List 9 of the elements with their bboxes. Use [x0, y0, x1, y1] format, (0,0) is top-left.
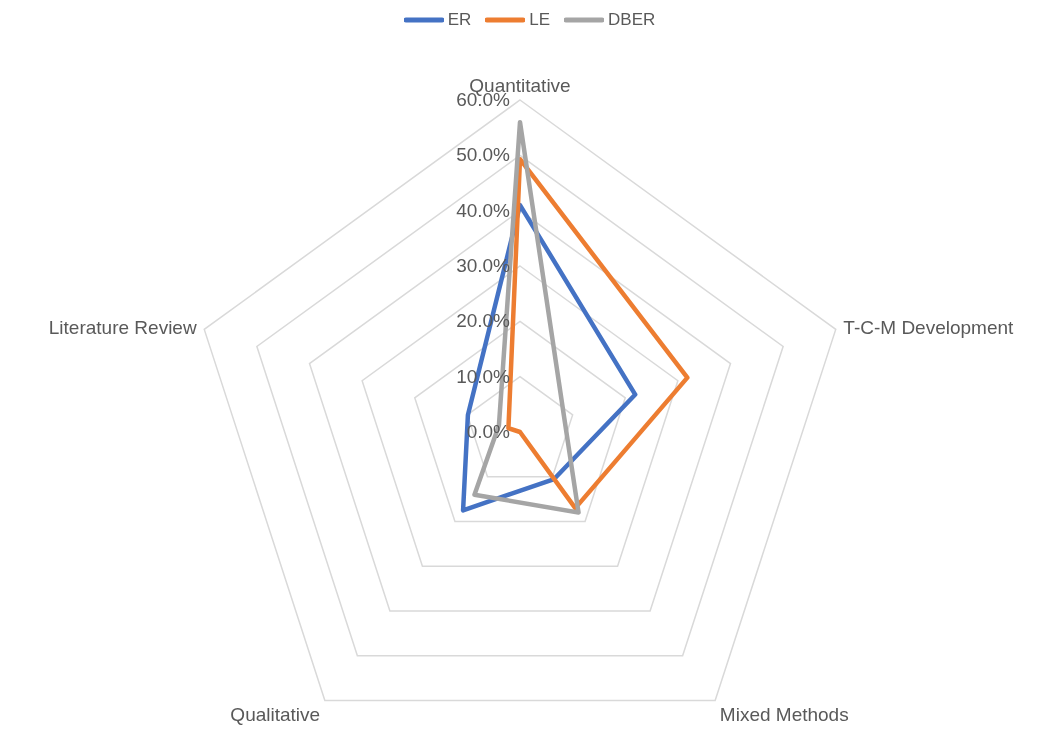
y-tick-label: 50.0% [456, 144, 511, 166]
spoke-label: Literature Review [48, 316, 197, 338]
y-tick-label: 40.0% [456, 199, 511, 221]
spoke-label: T-C-M Development [843, 316, 1015, 338]
legend-label: DBER [607, 10, 656, 30]
legend-label: LE [528, 10, 551, 30]
spoke-label: Qualitative [230, 703, 321, 725]
legend-label: ER [446, 10, 472, 30]
spoke-label: Mixed Methods [719, 703, 849, 725]
